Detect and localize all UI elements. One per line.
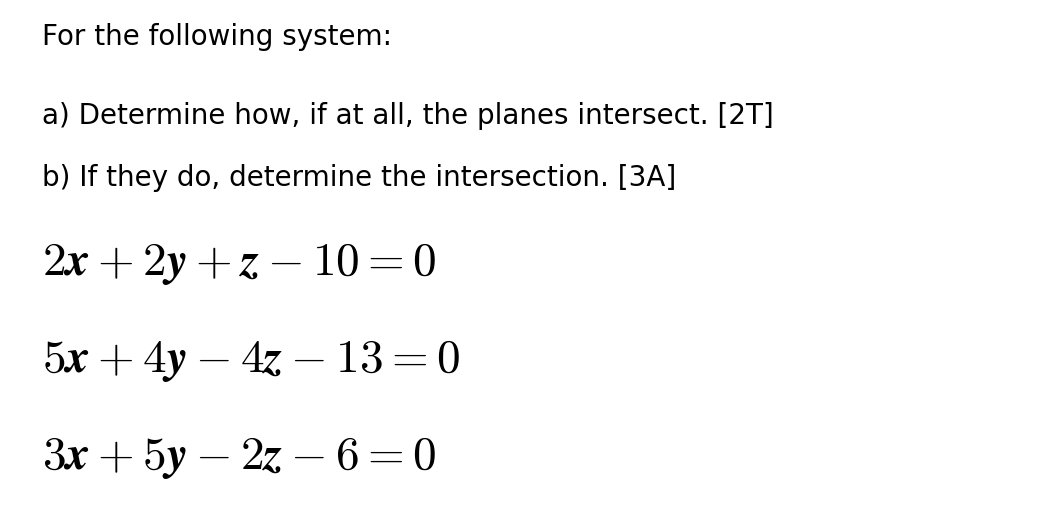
Text: For the following system:: For the following system: [42,23,392,51]
Text: $\mathbf{2}\boldsymbol{x} + \mathbf{2}\boldsymbol{y} + \boldsymbol{z} - \mathbf{: $\mathbf{2}\boldsymbol{x} + \mathbf{2}\b… [42,241,436,287]
Text: $\mathbf{5}\boldsymbol{x} + \mathbf{4}\boldsymbol{y} - \mathbf{4}\boldsymbol{z} : $\mathbf{5}\boldsymbol{x} + \mathbf{4}\b… [42,338,459,384]
Text: a) Determine how, if at all, the planes intersect. [2T]: a) Determine how, if at all, the planes … [42,102,774,131]
Text: b) If they do, determine the intersection. [3A]: b) If they do, determine the intersectio… [42,164,676,192]
Text: $\mathbf{3}\boldsymbol{x} + \mathbf{5}\boldsymbol{y} - \mathbf{2}\boldsymbol{z} : $\mathbf{3}\boldsymbol{x} + \mathbf{5}\b… [42,435,436,481]
